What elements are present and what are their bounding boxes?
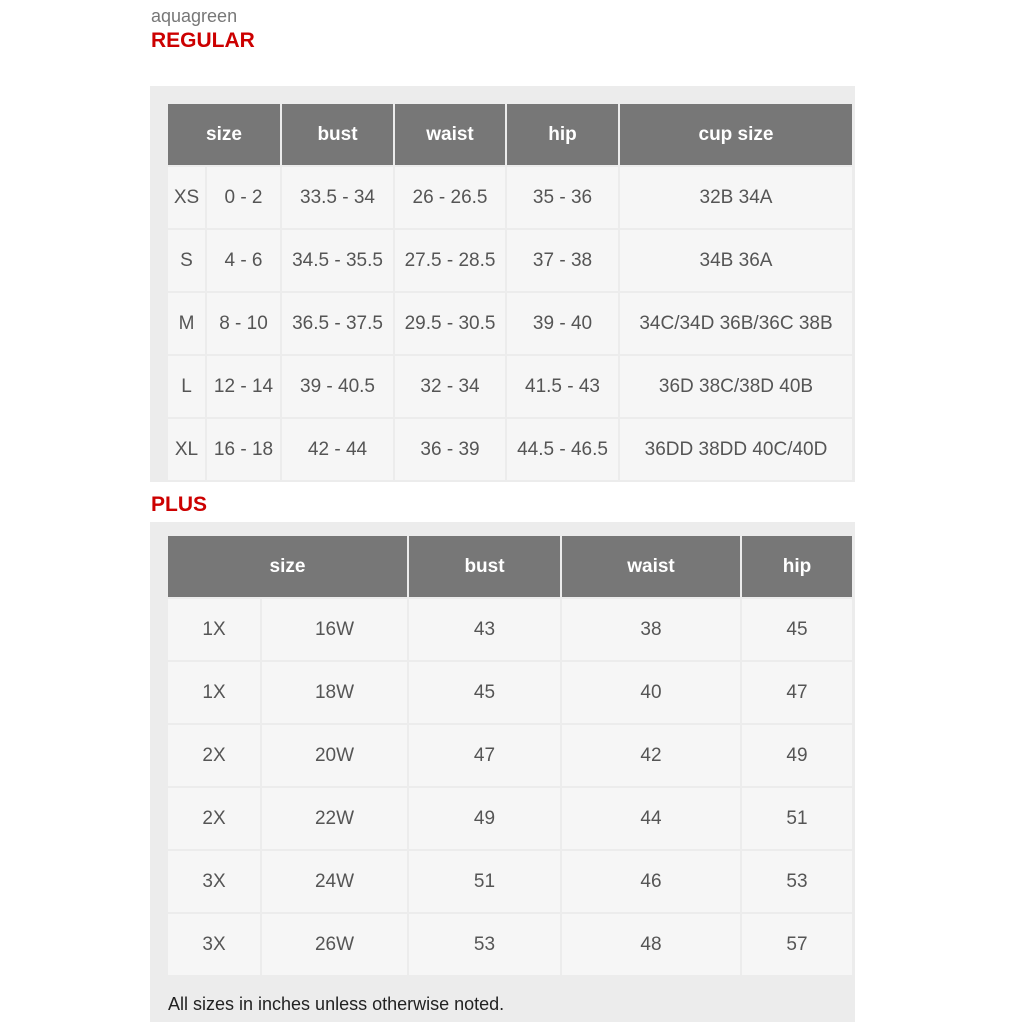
table-cell: 12 - 14 xyxy=(207,356,280,417)
table-cell: 36 - 39 xyxy=(395,419,505,480)
footnote: All sizes in inches unless otherwise not… xyxy=(168,994,505,1014)
table-cell: 3X xyxy=(168,914,260,975)
header-cell: bust xyxy=(282,104,393,165)
table-cell: M xyxy=(168,293,205,354)
table-cell: 16W xyxy=(262,599,407,660)
table-cell: 22W xyxy=(262,788,407,849)
table-cell: 51 xyxy=(742,788,852,849)
table-cell: 39 - 40 xyxy=(507,293,618,354)
table-cell: 37 - 38 xyxy=(507,230,618,291)
table-cell: 41.5 - 43 xyxy=(507,356,618,417)
table-cell: 1X xyxy=(168,662,260,723)
table-cell: 24W xyxy=(262,851,407,912)
table-cell: 34C/34D 36B/36C 38B xyxy=(620,293,852,354)
table-cell: 42 xyxy=(562,725,740,786)
table-cell: 57 xyxy=(742,914,852,975)
header-cell: waist xyxy=(395,104,505,165)
table-cell: 2X xyxy=(168,788,260,849)
table-cell: 4 - 6 xyxy=(207,230,280,291)
table-cell: 39 - 40.5 xyxy=(282,356,393,417)
table-cell: XS xyxy=(168,167,205,228)
table-cell: 45 xyxy=(742,599,852,660)
table-cell: 53 xyxy=(742,851,852,912)
table-cell: 36DD 38DD 40C/40D xyxy=(620,419,852,480)
regular-title: REGULAR xyxy=(151,29,255,52)
table-cell: 51 xyxy=(409,851,560,912)
table-cell: 0 - 2 xyxy=(207,167,280,228)
table-cell: 8 - 10 xyxy=(207,293,280,354)
table-cell: 34B 36A xyxy=(620,230,852,291)
table-cell: 44 xyxy=(562,788,740,849)
table-cell: 36D 38C/38D 40B xyxy=(620,356,852,417)
table-cell: 3X xyxy=(168,851,260,912)
table-cell: 36.5 - 37.5 xyxy=(282,293,393,354)
table-cell: 53 xyxy=(409,914,560,975)
table-cell: 35 - 36 xyxy=(507,167,618,228)
table-cell: 46 xyxy=(562,851,740,912)
table-cell: 40 xyxy=(562,662,740,723)
table-cell: 38 xyxy=(562,599,740,660)
header-cell: size xyxy=(168,536,407,597)
table-cell: 29.5 - 30.5 xyxy=(395,293,505,354)
table-cell: 47 xyxy=(742,662,852,723)
table-cell: 26W xyxy=(262,914,407,975)
table-cell: 47 xyxy=(409,725,560,786)
table-cell: 44.5 - 46.5 xyxy=(507,419,618,480)
header-cell: hip xyxy=(507,104,618,165)
table-cell: 27.5 - 28.5 xyxy=(395,230,505,291)
table-cell: XL xyxy=(168,419,205,480)
table-cell: 33.5 - 34 xyxy=(282,167,393,228)
table-cell: 34.5 - 35.5 xyxy=(282,230,393,291)
header-cell: waist xyxy=(562,536,740,597)
header-cell: size xyxy=(168,104,280,165)
brand: aquagreen xyxy=(151,6,238,26)
header-cell: cup size xyxy=(620,104,852,165)
table-cell: 48 xyxy=(562,914,740,975)
table-cell: 32 - 34 xyxy=(395,356,505,417)
header-cell: hip xyxy=(742,536,852,597)
table-cell: 43 xyxy=(409,599,560,660)
table-cell: 1X xyxy=(168,599,260,660)
table-cell: 16 - 18 xyxy=(207,419,280,480)
plus-title: PLUS xyxy=(151,493,208,516)
table-cell: 26 - 26.5 xyxy=(395,167,505,228)
table-cell: 49 xyxy=(409,788,560,849)
table-cell: 49 xyxy=(742,725,852,786)
table-cell: 2X xyxy=(168,725,260,786)
table-cell: 42 - 44 xyxy=(282,419,393,480)
table-cell: S xyxy=(168,230,205,291)
table-cell: L xyxy=(168,356,205,417)
header-cell: bust xyxy=(409,536,560,597)
table-cell: 18W xyxy=(262,662,407,723)
table-cell: 20W xyxy=(262,725,407,786)
table-cell: 45 xyxy=(409,662,560,723)
table-cell: 32B 34A xyxy=(620,167,852,228)
